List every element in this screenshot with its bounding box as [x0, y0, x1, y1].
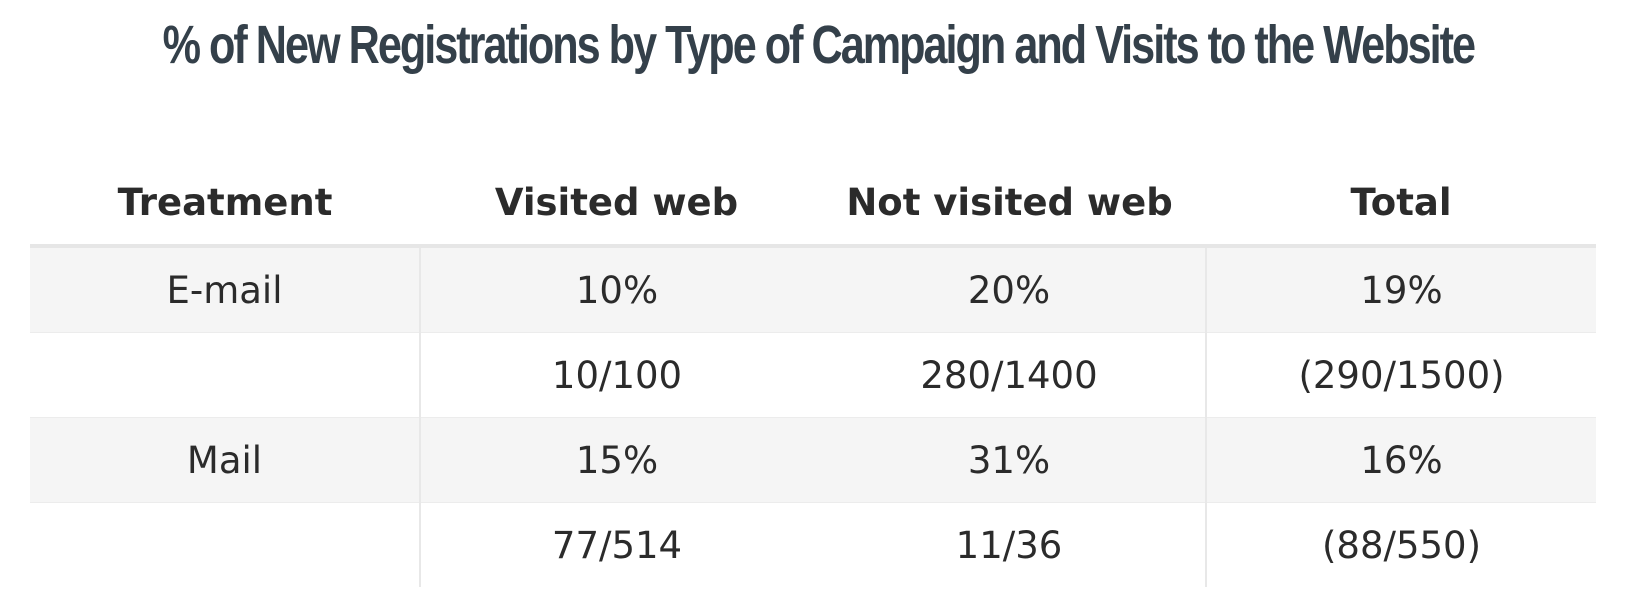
treatment-cell: Mail	[30, 417, 421, 503]
not-visited-web-cell: 20%	[813, 245, 1207, 333]
visited-web-cell: 77/514	[420, 502, 813, 587]
total-cell: (88/550)	[1206, 502, 1596, 587]
column-header-total: Total	[1206, 160, 1596, 248]
chart-title: % of New Registrations by Type of Campai…	[162, 15, 1476, 75]
not-visited-web-cell: 31%	[813, 417, 1207, 503]
not-visited-web-cell: 280/1400	[813, 332, 1207, 418]
column-header-treatment: Treatment	[30, 160, 420, 248]
column-header-visited-web: Visited web	[420, 160, 813, 248]
visited-web-cell: 10/100	[420, 332, 813, 418]
total-cell: (290/1500)	[1206, 332, 1596, 418]
treatment-cell	[30, 502, 421, 587]
not-visited-web-cell: 11/36	[813, 502, 1207, 587]
registrations-table: Treatment Visited web Not visited web To…	[30, 160, 1596, 587]
treatment-cell: E-mail	[30, 245, 421, 333]
table-header-row: Treatment Visited web Not visited web To…	[30, 160, 1596, 248]
total-cell: 16%	[1206, 417, 1596, 503]
table-row-email-counts: 10/100 280/1400 (290/1500)	[30, 332, 1596, 418]
column-header-not-visited-web: Not visited web	[813, 160, 1206, 248]
table-row-mail-counts: 77/514 11/36 (88/550)	[30, 502, 1596, 587]
treatment-cell	[30, 332, 421, 418]
total-cell: 19%	[1206, 245, 1596, 333]
visited-web-cell: 15%	[420, 417, 813, 503]
table-row-mail-percent: Mail 15% 31% 16%	[30, 417, 1596, 503]
table-row-email-percent: E-mail 10% 20% 19%	[30, 245, 1596, 333]
visited-web-cell: 10%	[420, 245, 813, 333]
